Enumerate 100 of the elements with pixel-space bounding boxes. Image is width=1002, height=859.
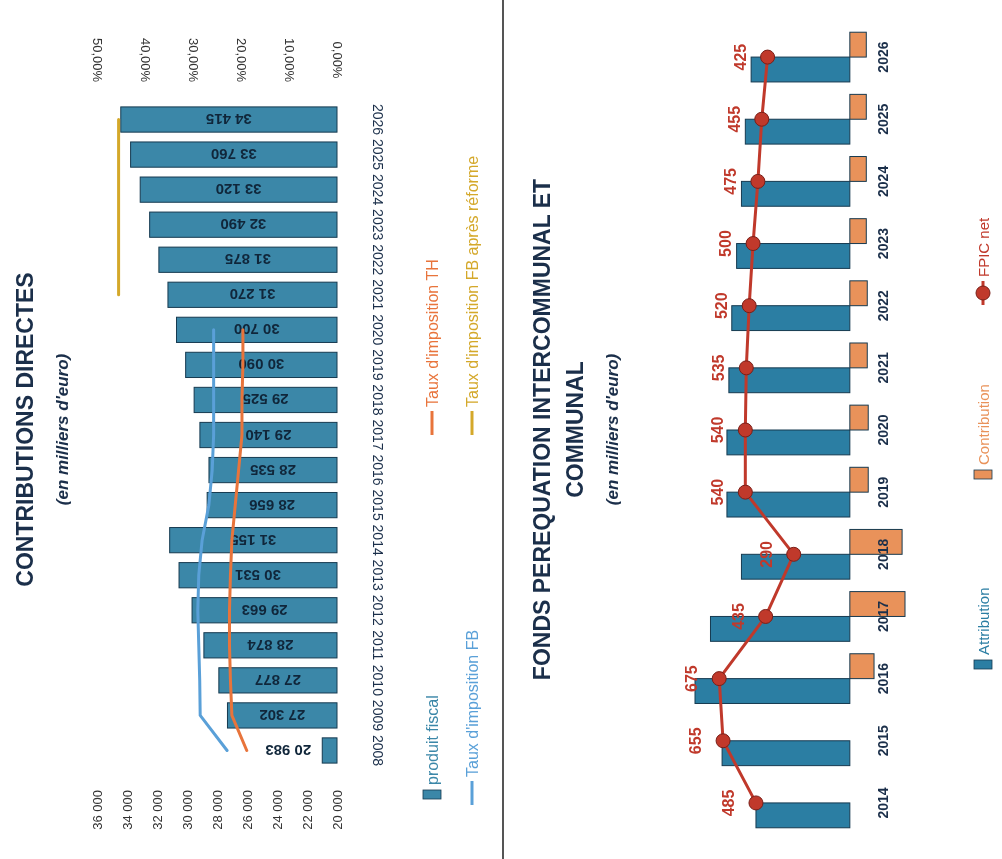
data-label: 475 [721, 167, 739, 195]
y-tick-label: 2026 [875, 41, 891, 73]
y-tick-label: 2016 [370, 454, 386, 486]
data-label: 655 [687, 727, 705, 755]
y-tick-label: 2026 [370, 103, 386, 136]
x-tick-label: 20 000 [329, 790, 345, 830]
data-label: 485 [719, 789, 737, 817]
text: produit fiscal [423, 695, 441, 785]
data-label: 31 270 [229, 286, 276, 304]
data-label: 455 [725, 105, 743, 133]
point [741, 298, 757, 314]
data-label: 540 [709, 416, 727, 444]
x-tick-label: 30 000 [179, 790, 195, 830]
x-tick-label: 32 000 [149, 790, 165, 830]
data-label: 33 760 [210, 146, 257, 164]
data-label: 28 656 [249, 496, 296, 514]
data-label: 27 302 [259, 706, 306, 724]
data-label: 30 700 [233, 321, 280, 339]
y-tick-label: 2015 [370, 489, 386, 521]
text: Taux d'imposition FB [463, 629, 481, 777]
x-tick-label: 26 000 [239, 790, 255, 830]
text: (en milliers d'euro) [602, 353, 622, 506]
y-tick-label: 2021 [370, 279, 386, 311]
data-label: 32 490 [220, 216, 267, 234]
text: Taux d'imposition FB après réforme [463, 155, 481, 407]
y-tick-label: 2010 [370, 664, 386, 697]
text: FONDS PEREQUATION INTERCOMMUNAL ET COMMUNAL [529, 178, 588, 681]
data-label: 520 [713, 292, 731, 320]
text: Taux d'imposition TH [423, 259, 441, 407]
data-label: 29 663 [241, 601, 288, 619]
data-label: 535 [710, 354, 728, 382]
x2-tick-label: 40,00% [137, 37, 153, 83]
point [737, 484, 753, 500]
y-tick-label: 2019 [875, 476, 891, 508]
y-tick-label: 2020 [370, 314, 386, 346]
data-label: 28 535 [250, 461, 296, 479]
y-tick-label: 2017 [875, 600, 891, 633]
x-tick-label: 34 000 [119, 790, 135, 830]
bar [755, 802, 851, 829]
x2-tick-label: 30,00% [185, 37, 201, 83]
data-label: 675 [683, 665, 701, 692]
y-tick-label: 2021 [875, 352, 891, 384]
data-label: 29 140 [245, 426, 292, 444]
y-tick-label: 2022 [370, 244, 386, 276]
y-tick-label: 2014 [875, 787, 891, 819]
text: (en milliers d'euro) [52, 353, 72, 506]
text: Contribution [974, 384, 992, 465]
y-tick-label: 2022 [875, 289, 891, 322]
x2-tick-label: 50,00% [89, 37, 105, 83]
point [786, 546, 802, 562]
bar [721, 740, 851, 767]
data-label: 500 [717, 230, 735, 257]
point [738, 360, 754, 376]
data-label: 27 877 [254, 671, 301, 689]
y-tick-label: 2009 [370, 699, 386, 732]
point [715, 733, 731, 749]
point [750, 173, 766, 189]
text: CONTRIBUTIONS DIRECTES [12, 272, 38, 587]
y-tick-label: 2011 [370, 630, 386, 661]
y-tick-label: 2008 [370, 734, 386, 767]
y-tick-label: 2014 [370, 524, 386, 556]
point [758, 608, 774, 624]
x-tick-label: 22 000 [299, 790, 315, 830]
y-tick-label: 2023 [370, 209, 386, 241]
x-tick-label: 36 000 [89, 790, 105, 830]
y-tick-label: 2012 [370, 594, 386, 627]
y-tick-label: 2024 [370, 174, 386, 206]
point [737, 422, 753, 438]
y-tick-label: 2015 [875, 724, 891, 757]
y-tick-label: 2018 [370, 384, 386, 416]
data-label: 30 531 [235, 566, 281, 584]
point [748, 795, 764, 811]
y-tick-label: 2020 [875, 414, 891, 446]
x-tick-label: 28 000 [209, 790, 225, 830]
point [760, 49, 776, 65]
text: FPIC net [974, 216, 992, 277]
data-label: 540 [709, 478, 727, 506]
y-tick-label: 2018 [875, 538, 891, 570]
x2-tick-label: 20,00% [233, 37, 249, 83]
y-tick-label: 2013 [370, 559, 386, 591]
point [754, 111, 770, 127]
data-label: 28 874 [246, 636, 294, 654]
text: Attribution [974, 587, 992, 655]
x-tick-label: 24 000 [269, 790, 285, 830]
data-label: 33 120 [215, 181, 262, 199]
y-tick-label: 2025 [370, 139, 386, 171]
y-tick-label: 2017 [370, 419, 386, 451]
point [711, 671, 727, 687]
data-label: 290 [757, 540, 775, 568]
y-tick-label: 2019 [370, 349, 386, 381]
y-tick-label: 2016 [875, 662, 891, 695]
data-label: 34 415 [205, 111, 252, 129]
y-tick-label: 2023 [875, 227, 891, 260]
y-tick-label: 2025 [875, 103, 891, 135]
point [745, 236, 761, 252]
data-label: 31 875 [224, 251, 271, 269]
x2-tick-label: 10,00% [281, 37, 297, 83]
data-label: 29 525 [242, 391, 289, 409]
data-label: 425 [731, 43, 749, 71]
data-label: 20 983 [265, 741, 312, 759]
